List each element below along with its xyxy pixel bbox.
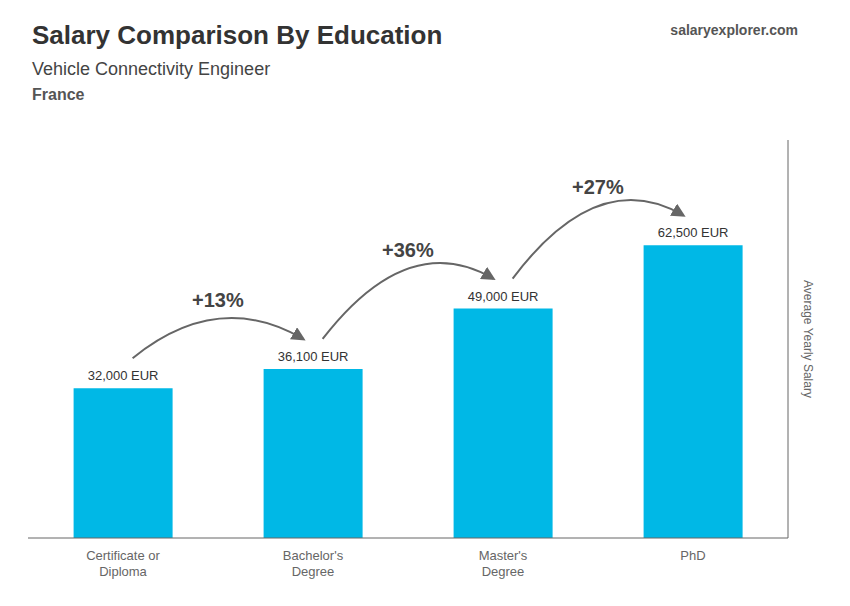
html-text:salary explorer.com: salary explorer.com	[670, 22, 798, 38]
svg-text:32,000 EUR: 32,000 EUR	[88, 368, 159, 383]
svg-text:Bachelor'sDegree: Bachelor'sDegree	[283, 548, 344, 579]
svg-text:Certificate orDiploma: Certificate orDiploma	[86, 548, 160, 579]
svg-text:62,500 EUR: 62,500 EUR	[658, 225, 729, 240]
html-text:Salary Comparison By Education: Salary Comparison By Education	[32, 20, 443, 50]
svg-text:+13%: +13%	[192, 289, 244, 311]
svg-text:+36%: +36%	[382, 239, 434, 261]
svg-text:36,100 EUR: 36,100 EUR	[278, 349, 349, 364]
html-text:France: France	[32, 86, 85, 103]
svg-text:PhD: PhD	[680, 548, 705, 563]
svg-text:Master'sDegree: Master'sDegree	[479, 548, 528, 579]
svg-text:49,000 EUR: 49,000 EUR	[468, 289, 539, 304]
html-text:Vehicle Connectivity Engineer: Vehicle Connectivity Engineer	[32, 59, 271, 79]
svg-text:+27%: +27%	[572, 176, 624, 198]
svg-text:Average Yearly Salary: Average Yearly Salary	[801, 280, 815, 398]
